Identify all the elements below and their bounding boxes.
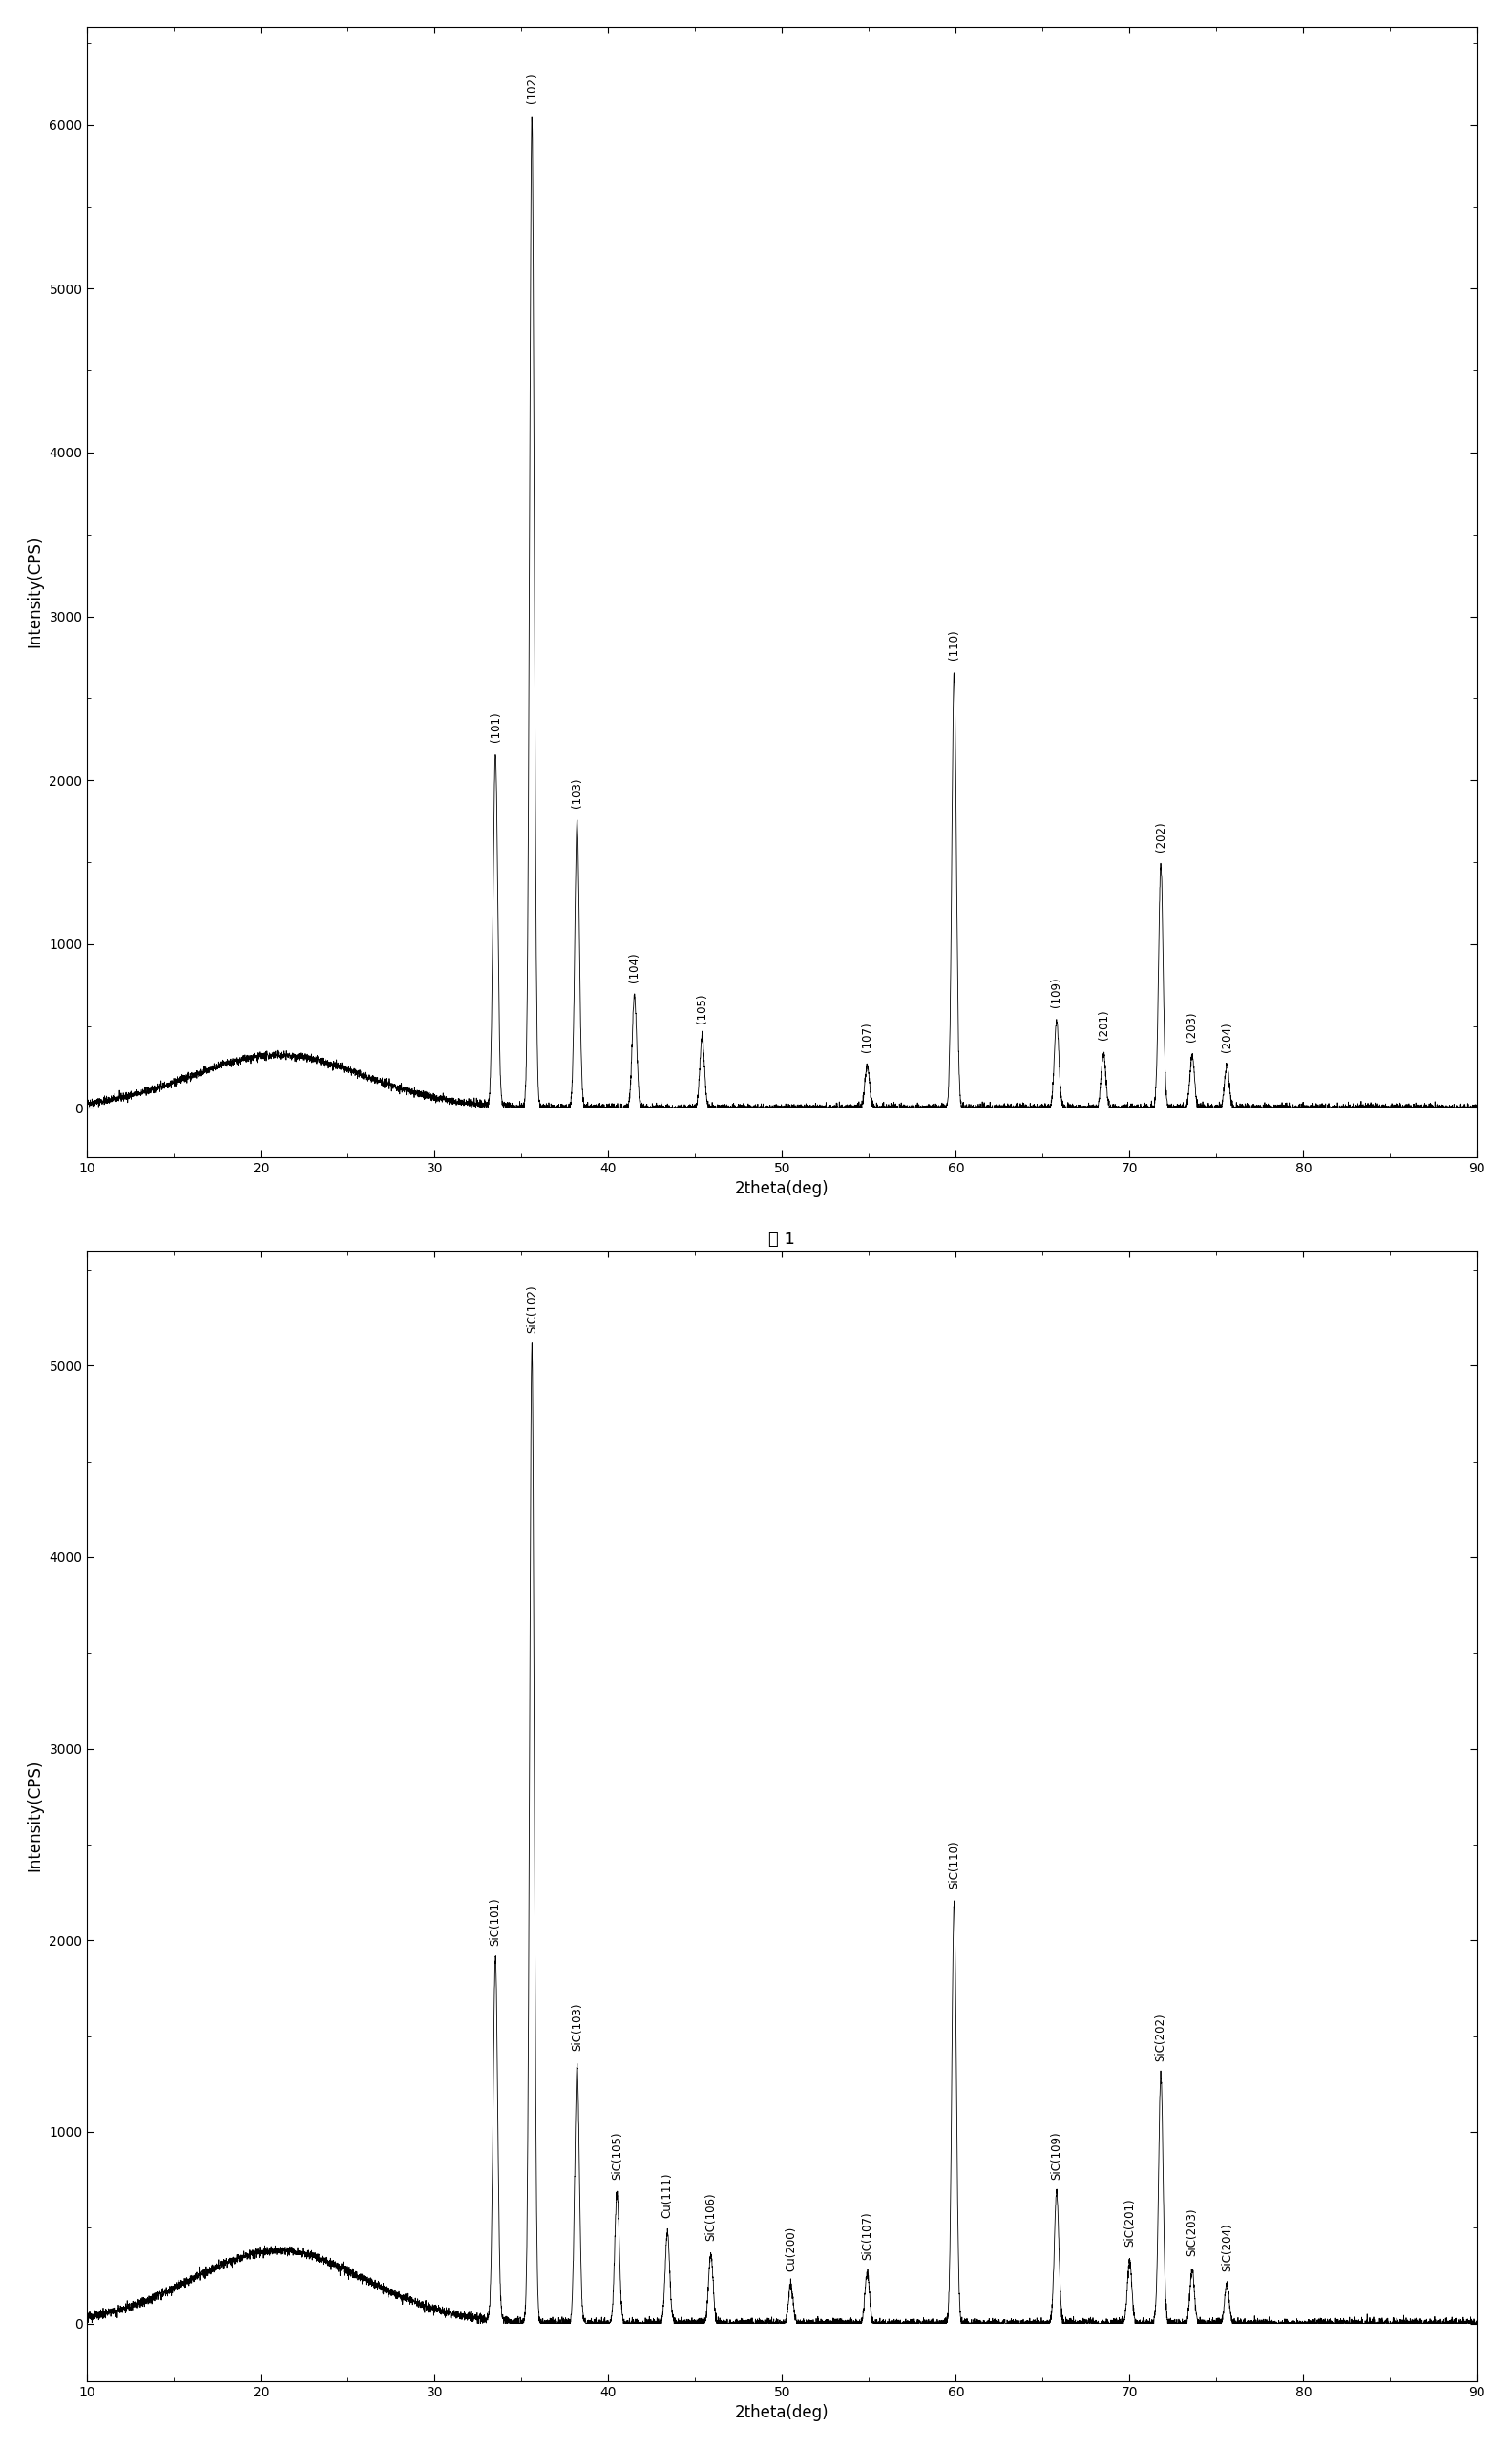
Text: (203): (203) bbox=[1185, 1011, 1199, 1043]
Text: SiC(107): SiC(107) bbox=[860, 2213, 874, 2260]
Text: SiC(109): SiC(109) bbox=[1051, 2132, 1063, 2179]
Text: (202): (202) bbox=[1155, 823, 1167, 852]
Text: SiC(105): SiC(105) bbox=[611, 2132, 623, 2179]
Text: SiC(101): SiC(101) bbox=[490, 1897, 502, 1946]
Text: (103): (103) bbox=[572, 778, 584, 808]
Text: SiC(201): SiC(201) bbox=[1123, 2198, 1136, 2247]
Text: (102): (102) bbox=[526, 73, 538, 103]
Text: (201): (201) bbox=[1098, 1011, 1110, 1040]
Text: (204): (204) bbox=[1220, 1021, 1234, 1053]
Text: SiC(106): SiC(106) bbox=[705, 2193, 717, 2240]
Text: SiC(203): SiC(203) bbox=[1185, 2208, 1199, 2257]
Text: (109): (109) bbox=[1051, 977, 1063, 1009]
Text: SiC(103): SiC(103) bbox=[572, 2002, 584, 2051]
X-axis label: 2theta(deg): 2theta(deg) bbox=[735, 2404, 829, 2421]
Text: (110): (110) bbox=[948, 629, 960, 661]
Text: (105): (105) bbox=[696, 994, 709, 1023]
Text: (107): (107) bbox=[860, 1021, 874, 1053]
X-axis label: 2theta(deg): 2theta(deg) bbox=[735, 1180, 829, 1197]
Text: (104): (104) bbox=[629, 952, 641, 982]
Text: SiC(102): SiC(102) bbox=[526, 1285, 538, 1332]
Text: 图 1: 图 1 bbox=[768, 1231, 795, 1248]
Text: SiC(202): SiC(202) bbox=[1155, 2012, 1167, 2061]
Text: (101): (101) bbox=[490, 712, 502, 742]
Y-axis label: Intensity(CPS): Intensity(CPS) bbox=[27, 1760, 44, 1873]
Text: Cu(200): Cu(200) bbox=[785, 2228, 797, 2272]
Text: Cu(111): Cu(111) bbox=[661, 2174, 674, 2218]
Text: SiC(204): SiC(204) bbox=[1220, 2223, 1234, 2272]
Text: SiC(110): SiC(110) bbox=[948, 1841, 960, 1887]
Y-axis label: Intensity(CPS): Intensity(CPS) bbox=[27, 536, 44, 649]
